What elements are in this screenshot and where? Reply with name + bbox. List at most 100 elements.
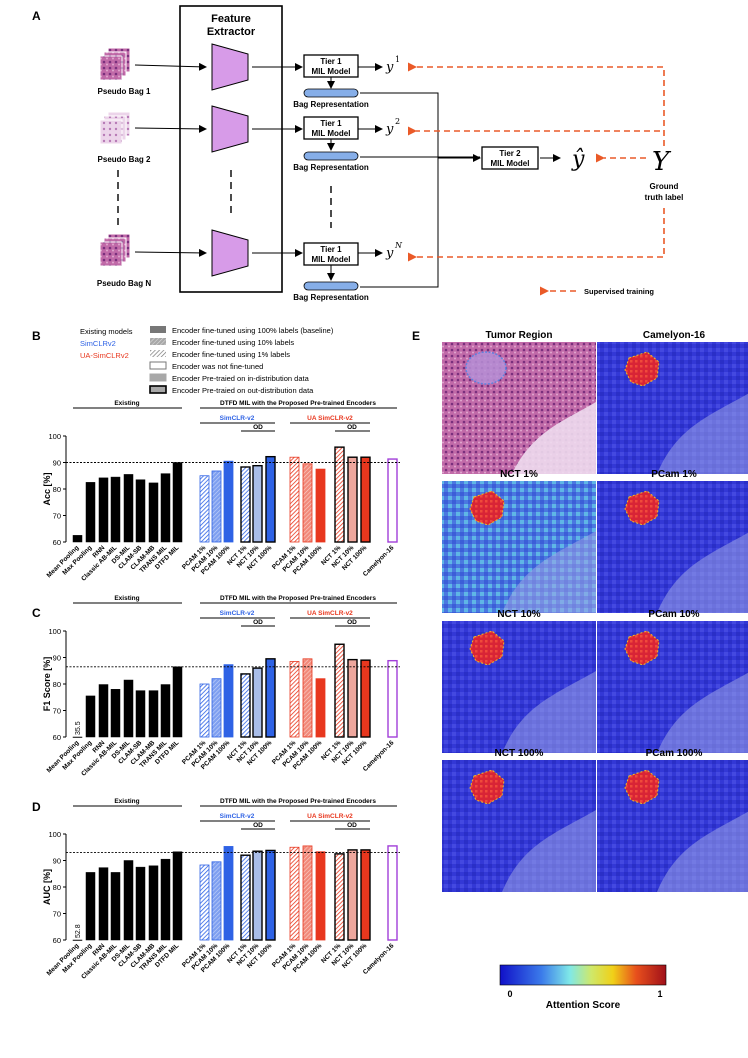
bar-4 <box>110 872 121 941</box>
od-label-simclr: OD <box>253 822 263 829</box>
chart-b: 60 70 80 90 100 Acc [%] Existing DTFD MIL with … <box>42 400 400 583</box>
legend-item-not-finetuned: Encoder was not fine-tuned <box>172 362 263 371</box>
bar-15 <box>265 849 276 941</box>
legend-item-10: Encoder fine-tuned using 10% labels <box>172 338 294 347</box>
dtfd-group-label: DTFD MIL with the Proposed Pre-trained E… <box>220 798 376 805</box>
tier1-model-box-n: Tier 1 MIL Model <box>303 242 359 266</box>
colorbar <box>499 964 667 986</box>
pseudo-bag-2-label: Pseudo Bag 2 <box>98 155 151 164</box>
svg-text:MIL Model: MIL Model <box>312 67 351 76</box>
bar-18 <box>315 851 326 941</box>
bar-19 <box>334 643 345 738</box>
bar-14 <box>252 667 263 738</box>
feature-extractor-title-1: Feature <box>211 13 251 25</box>
y-hat-output: ŷ <box>571 147 585 172</box>
panel-label-c: C <box>32 606 41 620</box>
bar-4 <box>110 689 121 738</box>
bar-13 <box>240 854 251 941</box>
bar-12 <box>223 664 234 738</box>
bar-2 <box>85 872 96 941</box>
bar-13 <box>240 466 251 543</box>
heatmap-tile-5 <box>442 621 596 753</box>
tier2-model-box: Tier 2 MIL Model <box>481 146 539 170</box>
y-tick-label: 80 <box>53 883 61 892</box>
y-tick-label: 80 <box>53 680 61 689</box>
supervision-dashed-lines <box>408 62 665 296</box>
extractor-trapezoids <box>211 43 249 277</box>
bar-12 <box>223 846 234 941</box>
od-label-simclr: OD <box>253 424 263 431</box>
bar-17 <box>302 463 313 543</box>
panel-a-diagram: A Feature Extractor Pseudo Bag 1 Pseudo … <box>32 5 684 302</box>
bar-6 <box>135 690 146 738</box>
heatmap-title-3: NCT 1% <box>500 469 538 480</box>
y-axis-title: Acc [%] <box>42 472 52 505</box>
panel-label-a: A <box>32 9 41 23</box>
ground-truth-label-1: Ground <box>650 182 679 191</box>
panel-label-b: B <box>32 329 41 343</box>
svg-text:MIL Model: MIL Model <box>491 159 530 168</box>
bar-19 <box>334 446 345 543</box>
bar-2 <box>85 695 96 738</box>
heatmap-tile-4 <box>597 481 748 613</box>
heatmap-title-2: Camelyon-16 <box>643 330 706 341</box>
od-label-simclr: OD <box>253 619 263 626</box>
dtfd-group-label: DTFD MIL with the Proposed Pre-trained E… <box>220 595 376 602</box>
bar-6 <box>135 866 146 941</box>
bar-7 <box>148 482 159 543</box>
ground-truth-symbol: Y <box>652 147 672 177</box>
heatmap-tile-2 <box>597 342 748 474</box>
bar-3 <box>98 867 109 941</box>
y-tick-label: 60 <box>53 733 61 742</box>
bar-15 <box>265 455 276 543</box>
y-tick-label: 70 <box>53 910 61 919</box>
bar-2 <box>85 482 96 543</box>
dtfd-group-label: DTFD MIL with the Proposed Pre-trained E… <box>220 400 376 407</box>
bar-5 <box>123 860 134 941</box>
bar-16 <box>289 661 300 738</box>
svg-text:Tier 1: Tier 1 <box>320 119 342 128</box>
y-tick-label: 100 <box>48 627 61 636</box>
simclr-group-label: SimCLR-v2 <box>220 813 255 820</box>
bar-10 <box>199 864 210 941</box>
svg-text:N: N <box>394 241 403 250</box>
bar-10 <box>199 683 210 738</box>
svg-text:1: 1 <box>395 55 400 64</box>
y-tick-label: 90 <box>53 654 61 663</box>
legend-swatch-not-finetuned <box>149 361 167 370</box>
bar-22 <box>387 458 398 543</box>
legend-swatch-out-dist <box>149 385 167 394</box>
svg-text:Tier 2: Tier 2 <box>499 149 521 158</box>
colorbar-min-label: 0 <box>507 989 512 999</box>
heatmap-title-6: PCam 10% <box>648 609 699 620</box>
bar-5 <box>123 474 134 543</box>
y-tick-label: 60 <box>53 936 61 945</box>
bar-11 <box>211 678 222 738</box>
colorbar-title: Attention Score <box>546 1000 621 1011</box>
bar-value-label: 52.8 <box>75 924 82 938</box>
bag-representation-pill-n <box>303 281 359 291</box>
pseudo-bag-1-image <box>99 47 131 81</box>
chart-d: 60 70 80 90 100 AUC [%] Existing DTFD MIL with … <box>42 798 400 981</box>
heatmap-tile-6 <box>597 621 748 753</box>
bar-11 <box>211 470 222 543</box>
heatmap-title-8: PCam 100% <box>646 748 703 759</box>
legend-item-out-dist: Encoder Pre-traied on out-distribution d… <box>172 386 314 395</box>
svg-text:y: y <box>385 122 394 137</box>
bar-10 <box>199 475 210 543</box>
ground-truth-label-2: truth label <box>645 193 684 202</box>
legend-simclr: SimCLRv2 <box>80 339 116 348</box>
bar-18 <box>315 678 326 738</box>
y-tick-label: 100 <box>48 432 61 441</box>
svg-text:MIL Model: MIL Model <box>312 255 351 264</box>
bar-6 <box>135 479 146 543</box>
existing-group-label: Existing <box>114 400 139 407</box>
y-axis-title: AUC [%] <box>42 869 52 905</box>
svg-text:2: 2 <box>395 117 400 126</box>
y-tick-label: 90 <box>53 857 61 866</box>
y-tick-label: 60 <box>53 538 61 547</box>
od-label-ua: OD <box>347 619 357 626</box>
bar-21 <box>360 456 371 543</box>
bag-representation-label-2: Bag Representation <box>293 163 369 172</box>
